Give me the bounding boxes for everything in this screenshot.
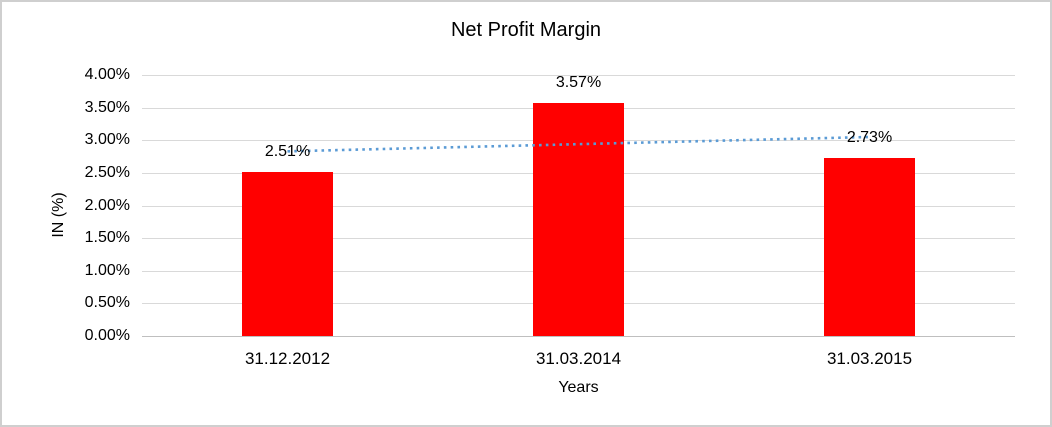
x-tick-label: 31.03.2014 (535, 349, 622, 368)
bar-data-label: 2.51% (264, 143, 311, 161)
trendline-layer (287, 135, 870, 153)
y-tick-label: 0.00% (84, 327, 130, 344)
x-axis-title: Years (558, 379, 599, 396)
y-tick-label: 2.00% (84, 196, 130, 214)
bar (533, 103, 624, 336)
y-tick-label: 1.50% (84, 229, 130, 247)
plot-area: 2.51% 3.57% 2.73% (142, 74, 1015, 337)
y-tick-label: 3.00% (84, 131, 130, 149)
bar (242, 172, 333, 336)
chart-title: Net Profit Margin (450, 19, 602, 41)
trendline (287, 135, 870, 153)
x-tick-label: 31.12.2012 (244, 349, 331, 368)
y-tick-label: 4.00% (84, 66, 130, 83)
bar (824, 157, 915, 336)
bar-data-label: 3.57% (555, 74, 602, 92)
y-tick-label: 2.50% (84, 163, 130, 181)
y-tick-label: 1.00% (84, 261, 130, 279)
y-tick-label: 0.50% (84, 294, 130, 312)
y-tick-label: 3.50% (84, 98, 130, 116)
gridline (142, 336, 1015, 337)
x-tick-label: 31.03.2015 (826, 349, 913, 368)
bar-data-label: 2.73% (846, 128, 893, 146)
gridline (142, 75, 1015, 76)
